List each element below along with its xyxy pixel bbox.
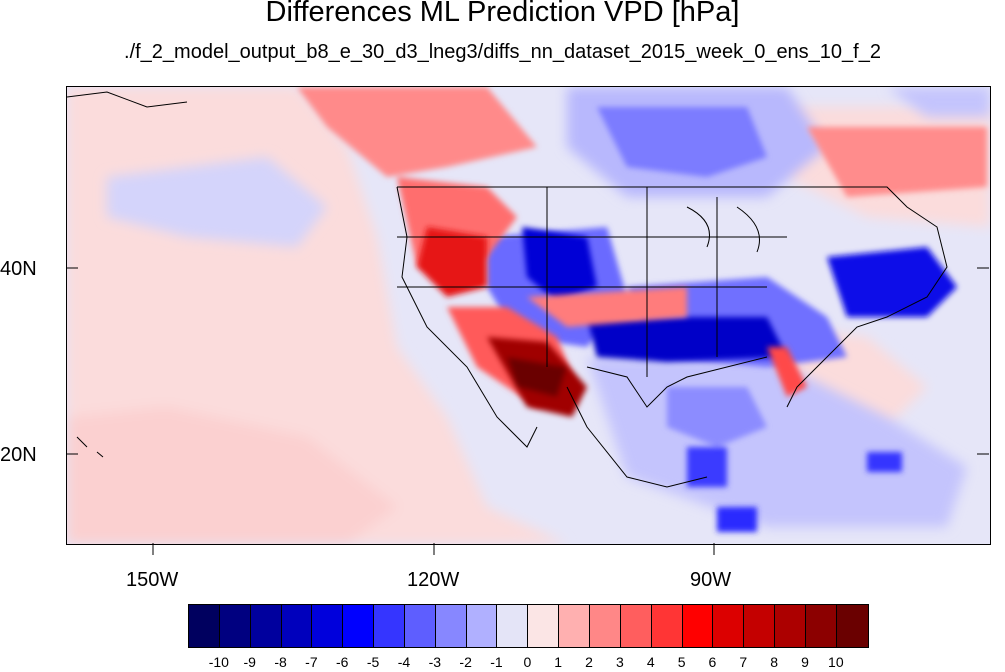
positive-anomaly-strong-regions <box>417 227 587 417</box>
colorbar-swatch <box>559 605 590 647</box>
colorbar-label: 7 <box>739 654 748 670</box>
colorbar-label: -2 <box>459 654 472 670</box>
colorbar-label: -10 <box>208 654 229 670</box>
negative-anomaly-strong-regions <box>522 227 957 362</box>
colorbar <box>188 604 869 648</box>
colorbar-swatch <box>374 605 405 647</box>
colorbar-label: 6 <box>708 654 717 670</box>
colorbar-swatch <box>466 605 498 647</box>
colorbar-label: -3 <box>428 654 442 670</box>
y-tick-label: 40N <box>0 258 37 280</box>
colorbar-label: -1 <box>490 654 503 670</box>
colorbar-label: -8 <box>274 654 287 670</box>
coastline-and-borders <box>67 91 948 488</box>
colorbar-label: -5 <box>366 654 380 670</box>
colorbar-swatch <box>805 605 837 647</box>
colorbar-swatch <box>589 605 621 647</box>
colorbar-swatch <box>836 605 868 647</box>
colorbar-label: 0 <box>523 654 532 670</box>
x-tick-label: 150W <box>126 569 179 591</box>
map-subtitle: ./f_2_model_output_b8_e_30_d3_lneg3/diff… <box>124 41 881 63</box>
colorbar-label: -7 <box>305 654 318 670</box>
colorbar-swatch <box>682 605 714 647</box>
colorbar-label: 9 <box>801 654 809 670</box>
colorbar-label: 5 <box>677 654 686 670</box>
vpd-difference-field <box>67 87 990 544</box>
map-title: Differences ML Prediction VPD [hPa] <box>265 0 740 28</box>
colorbar-swatch <box>404 605 436 647</box>
colorbar-label: 10 <box>828 654 844 670</box>
colorbar-label: -4 <box>397 654 411 670</box>
colorbar-swatch <box>528 605 560 647</box>
colorbar-swatch <box>435 605 467 647</box>
colorbar-label: 3 <box>615 654 624 670</box>
map-tickmarks <box>66 267 989 555</box>
y-tick-label: 20N <box>0 444 37 466</box>
colorbar-label: 4 <box>646 654 655 670</box>
colorbar-swatch <box>343 605 375 647</box>
colorbar-label: 2 <box>585 654 593 670</box>
colorbar-label: 1 <box>554 654 563 670</box>
x-tick-label: 120W <box>407 569 460 591</box>
colorbar-swatch <box>189 605 220 647</box>
colorbar-swatch <box>250 605 282 647</box>
colorbar-swatch <box>744 605 776 647</box>
colorbar-swatch <box>713 605 745 647</box>
colorbar-swatch <box>651 605 683 647</box>
map-panel <box>66 86 991 545</box>
colorbar-label: 8 <box>770 654 779 670</box>
colorbar-swatch <box>620 605 652 647</box>
colorbar-swatch <box>312 605 344 647</box>
colorbar-swatch <box>281 605 313 647</box>
colorbar-swatch <box>497 605 529 647</box>
colorbar-swatch <box>219 605 251 647</box>
colorbar-swatch <box>775 605 806 647</box>
colorbar-label: -9 <box>243 654 256 670</box>
x-tick-label: 90W <box>690 569 732 591</box>
colorbar-label: -6 <box>336 654 349 670</box>
